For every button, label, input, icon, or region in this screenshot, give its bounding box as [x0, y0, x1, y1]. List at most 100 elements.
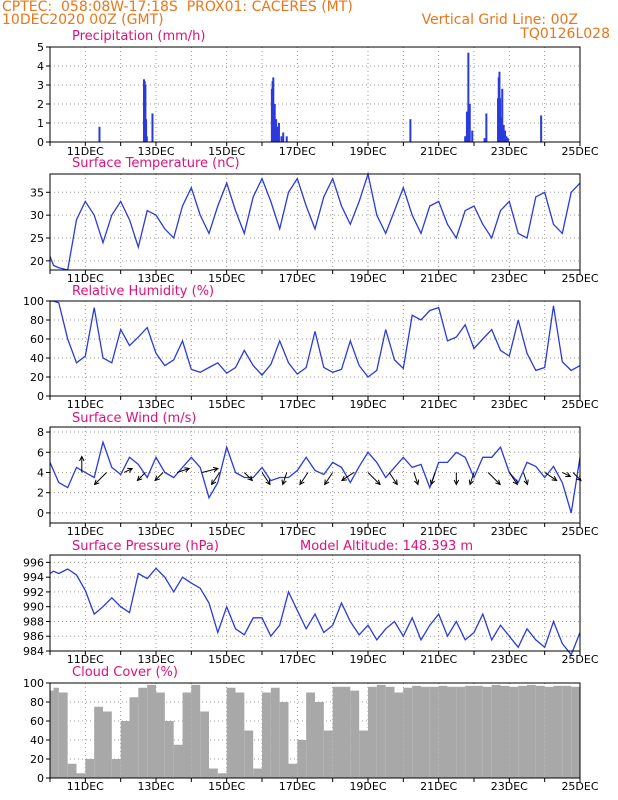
cloud-bar	[562, 685, 572, 778]
date-label-13dec: 13DEC	[137, 398, 174, 411]
wind-arrow-head	[184, 467, 191, 473]
wind-arrow	[367, 472, 381, 485]
cloud-bar	[491, 684, 501, 778]
wind-arrow-head	[93, 479, 100, 486]
wind-arrow-head	[79, 455, 85, 462]
cloud-bar	[527, 684, 536, 778]
precip-bar	[506, 138, 509, 142]
date-label-17dec: 17DEC	[279, 653, 316, 666]
date-label-23dec: 23DEC	[491, 398, 528, 411]
wind-arrow-head	[429, 479, 436, 486]
cloud-ytick-label: 20	[30, 753, 44, 766]
cloud-bar	[191, 684, 201, 778]
wind-arrow	[94, 472, 107, 485]
cloud-bar	[279, 702, 289, 778]
humidity-grid	[50, 301, 580, 396]
date-label-25dec: 25DEC	[561, 272, 598, 285]
model-code: TQ0126L028	[520, 26, 610, 42]
pressure-title: Surface Pressure (hPa)	[72, 539, 219, 554]
precip-bar	[505, 136, 508, 142]
wind-arrow	[341, 472, 355, 481]
precip-bar	[272, 77, 275, 142]
wind-arrow	[261, 472, 271, 485]
wind-vectors	[79, 455, 582, 486]
cloud-bar	[76, 773, 86, 778]
date-label-19dec: 19DEC	[349, 398, 386, 411]
wind-ytick-label: 8	[37, 426, 44, 439]
date-label-13dec: 13DEC	[137, 525, 174, 538]
date-label-25dec: 25DEC	[561, 398, 598, 411]
date-label-23dec: 23DEC	[491, 525, 528, 538]
date-label-21dec: 21DEC	[420, 145, 457, 158]
cloud-ytick-label: 40	[30, 734, 44, 747]
cloud-bar	[270, 687, 280, 778]
temperature-ytick-label: 30	[30, 209, 44, 222]
pressure-ytick-label: 992	[23, 586, 44, 599]
date-label-15dec: 15DEC	[208, 780, 245, 793]
cloud-bar	[53, 687, 59, 778]
temperature-grid	[50, 174, 580, 270]
cloud-panel: Cloud Cover (%) 0 20 40 60 80 100 11DEC 13DEC 15D…	[23, 665, 599, 793]
cloud-bar	[111, 759, 121, 778]
wind-arrow	[413, 472, 419, 485]
date-label-11dec: 11DEC	[67, 145, 104, 158]
wind-arrow-head	[212, 466, 220, 473]
wind-panel: Surface Wind (m/s) 0 2 4 6 8 11DEC 13DEC 15DEC 17…	[37, 411, 599, 538]
pressure-frame	[49, 554, 581, 652]
humidity-ytick-label: 100	[23, 295, 44, 308]
date-label-17dec: 17DEC	[279, 525, 316, 538]
wind-arrow-head	[154, 475, 160, 482]
cloud-bar	[332, 686, 342, 778]
pressure-panel: Surface Pressure (hPa) Model Altitude: 14…	[23, 539, 599, 666]
cloud-bar	[244, 730, 254, 778]
date-label-21dec: 21DEC	[420, 653, 457, 666]
precip-bar	[145, 136, 148, 142]
date-label-11dec: 11DEC	[67, 780, 104, 793]
date-label-21dec: 21DEC	[420, 525, 457, 538]
wind-arrow	[544, 472, 557, 481]
run-date: 10DEC2020 00Z (GMT)	[2, 12, 164, 28]
precip-bar	[276, 126, 279, 142]
date-label-25dec: 25DEC	[561, 525, 598, 538]
date-label-23dec: 23DEC	[491, 145, 528, 158]
precip-bar	[144, 85, 147, 142]
temperature-title: Surface Temperature (nC)	[72, 156, 240, 171]
cloud-bar	[209, 768, 218, 778]
cloud-bar	[164, 721, 174, 778]
cloud-bar	[262, 692, 271, 778]
humidity-ytick-label: 60	[30, 333, 44, 346]
cloud-bar	[147, 684, 156, 778]
cloud-bar	[138, 687, 148, 778]
precip-ytick-label: 5	[37, 41, 44, 54]
pressure-ytick-label: 990	[23, 601, 44, 614]
date-label-13dec: 13DEC	[137, 780, 174, 793]
date-label-19dec: 19DEC	[349, 272, 386, 285]
wind-arrow	[562, 472, 571, 477]
date-label-23dec: 23DEC	[491, 780, 528, 793]
date-label-11dec: 11DEC	[67, 525, 104, 538]
precip-bar	[280, 136, 283, 142]
cloud-bar	[200, 711, 209, 778]
date-label-11dec: 11DEC	[67, 398, 104, 411]
wind-arrow	[201, 467, 219, 473]
date-label-11dec: 11DEC	[67, 272, 104, 285]
wind-arrow	[487, 472, 501, 485]
cloud-ytick-label: 80	[30, 696, 44, 709]
cloud-bar	[456, 686, 466, 778]
precip-bar	[98, 126, 101, 142]
temperature-frame	[49, 173, 581, 271]
wind-arrow-head	[392, 479, 398, 486]
cloud-bar	[553, 685, 563, 778]
humidity-line	[50, 300, 581, 378]
precip-bar	[409, 119, 412, 142]
wind-title: Surface Wind (m/s)	[72, 411, 196, 426]
precip-bar	[285, 136, 288, 142]
precip-bar	[485, 113, 488, 142]
temperature-ytick-label: 35	[30, 186, 44, 199]
cloud-bar	[368, 686, 377, 778]
cloud-bar	[182, 692, 192, 778]
date-label-21dec: 21DEC	[420, 780, 457, 793]
cloud-bar	[465, 685, 474, 778]
wind-arrow-head	[414, 479, 420, 486]
